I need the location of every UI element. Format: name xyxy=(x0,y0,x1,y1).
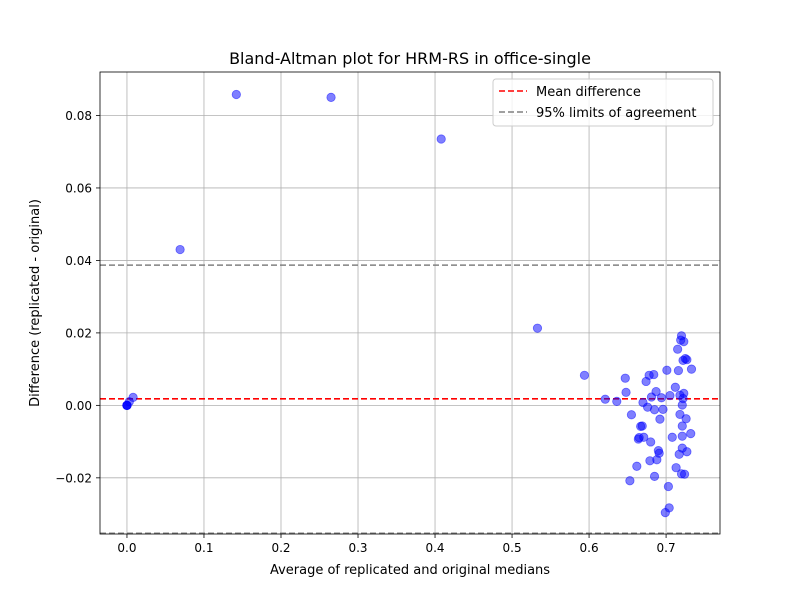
scatter-point xyxy=(677,421,687,431)
x-axis-ticks: 0.0 0.1 0.2 0.3 0.4 0.5 0.6 0.7 xyxy=(117,534,676,555)
scatter-point xyxy=(679,469,690,479)
scatter-point xyxy=(681,414,691,424)
scatter-point xyxy=(682,355,692,365)
scatter-point xyxy=(436,134,446,144)
scatter-point xyxy=(675,409,685,420)
y-axis-label: Difference (replicated - original) xyxy=(28,199,43,407)
scatter-point xyxy=(673,365,684,376)
scatter-point xyxy=(662,365,672,375)
x-tick-label: 0.4 xyxy=(425,541,444,555)
y-tick-label: 0.08 xyxy=(65,109,92,123)
scatter-point xyxy=(665,390,675,401)
scatter-point xyxy=(682,447,692,457)
scatter-points xyxy=(122,89,697,518)
scatter-point xyxy=(673,344,683,354)
scatter-point xyxy=(231,89,241,100)
scatter-point xyxy=(658,404,668,414)
y-tick-label: −0.02 xyxy=(55,471,92,485)
scatter-point xyxy=(600,394,610,404)
scatter-point xyxy=(612,396,622,406)
scatter-point xyxy=(679,336,689,347)
y-axis-ticks: −0.02 0.00 0.02 0.04 0.06 0.08 xyxy=(55,109,100,485)
scatter-point xyxy=(621,387,631,397)
x-axis-label: Average of replicated and original media… xyxy=(270,563,550,578)
y-tick-label: 0.02 xyxy=(65,326,92,340)
legend-label-limits-of-agreement: 95% limits of agreement xyxy=(536,106,696,121)
legend-label-mean-difference: Mean difference xyxy=(536,85,641,100)
scatter-point xyxy=(620,373,630,383)
scatter-point xyxy=(532,323,543,333)
scatter-point xyxy=(686,429,696,439)
scatter-point xyxy=(667,432,677,442)
scatter-point xyxy=(663,481,673,492)
scatter-point xyxy=(175,244,185,255)
y-tick-label: 0.00 xyxy=(65,399,92,413)
x-tick-label: 0.3 xyxy=(348,541,367,555)
scatter-point xyxy=(679,388,689,399)
x-tick-label: 0.2 xyxy=(271,541,290,555)
scatter-point xyxy=(664,503,674,513)
x-tick-label: 0.0 xyxy=(117,541,136,555)
scatter-point xyxy=(649,471,660,481)
x-tick-label: 0.6 xyxy=(580,541,599,555)
scatter-point xyxy=(686,364,697,374)
scatter-point xyxy=(626,410,637,420)
scatter-point xyxy=(646,437,656,447)
scatter-point xyxy=(326,92,336,102)
scatter-point xyxy=(579,370,590,380)
legend-box xyxy=(492,78,714,127)
scatter-point xyxy=(651,386,661,397)
scatter-point xyxy=(632,461,642,471)
x-tick-label: 0.7 xyxy=(657,541,676,555)
scatter-point xyxy=(655,414,665,424)
scatter-point xyxy=(639,432,649,442)
scatter-point xyxy=(671,463,681,473)
scatter-point xyxy=(649,405,660,415)
axes-frame xyxy=(99,71,721,535)
y-tick-label: 0.06 xyxy=(65,181,92,195)
scatter-point xyxy=(637,421,647,431)
scatter-point xyxy=(677,431,687,441)
x-tick-label: 0.5 xyxy=(503,541,522,555)
scatter-point xyxy=(649,369,659,380)
y-tick-label: 0.04 xyxy=(65,254,92,268)
scatter-point xyxy=(128,392,138,402)
scatter-point xyxy=(670,382,680,392)
scatter-point xyxy=(625,476,635,486)
scatter-point xyxy=(654,448,664,458)
chart-title: Bland-Altman plot for HRM-RS in office-s… xyxy=(229,49,591,68)
x-tick-label: 0.1 xyxy=(194,541,213,555)
scatter-point xyxy=(656,393,667,403)
legend: Mean difference 95% limits of agreement xyxy=(492,78,714,127)
